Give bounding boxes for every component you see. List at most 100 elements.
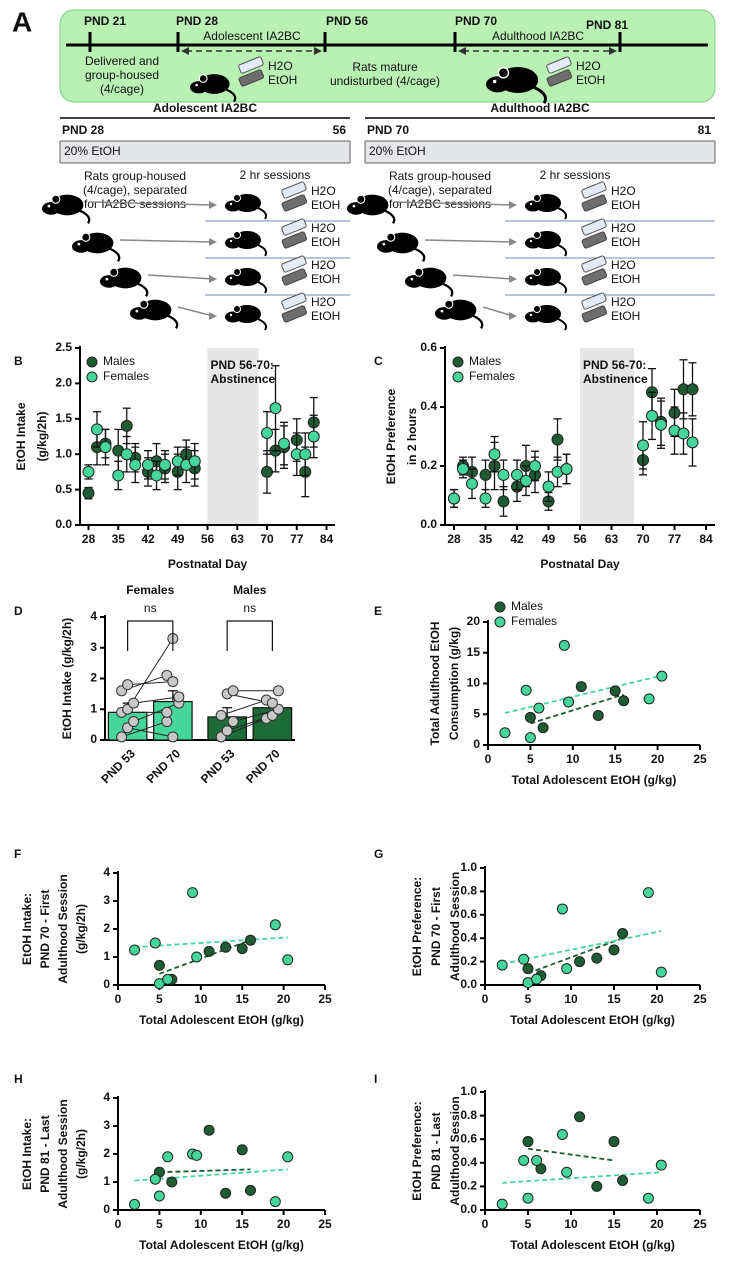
phase-label: Adolescent IA2BC bbox=[203, 29, 301, 43]
rat-eye bbox=[410, 277, 414, 281]
y-axis-label: PND 81 - Last bbox=[429, 1112, 443, 1189]
bottle-ethanol bbox=[546, 69, 573, 87]
panel-label: D bbox=[14, 604, 23, 618]
y-axis-label: Adulthood Session bbox=[56, 1099, 70, 1208]
rat-eye bbox=[529, 313, 533, 317]
x-tick-label: 25 bbox=[693, 752, 707, 766]
rat-eye bbox=[47, 204, 51, 208]
data-point bbox=[153, 959, 165, 971]
rat-head bbox=[486, 76, 510, 93]
rat-icon bbox=[377, 232, 426, 263]
rat-tail bbox=[257, 244, 268, 257]
data-point bbox=[159, 458, 171, 471]
data-point bbox=[617, 1175, 629, 1186]
rat-head bbox=[225, 237, 241, 249]
data-point bbox=[129, 1198, 141, 1210]
data-point bbox=[120, 419, 133, 432]
y-tick-label: 4 bbox=[103, 865, 110, 879]
rat-eye bbox=[105, 277, 109, 281]
bottle-label: EtOH bbox=[268, 73, 297, 87]
rat-tail bbox=[557, 281, 568, 294]
rat-eye bbox=[229, 239, 233, 243]
x-tick-label: 10 bbox=[194, 1217, 208, 1231]
x-tick-label: 5 bbox=[156, 1217, 163, 1231]
y-tick-label: 3 bbox=[103, 1118, 110, 1132]
y-tick-label: 2.0 bbox=[55, 376, 72, 390]
rat-icon bbox=[405, 267, 454, 298]
subject-point bbox=[128, 697, 140, 709]
data-point bbox=[655, 1159, 667, 1171]
data-point bbox=[643, 693, 655, 705]
rat-head bbox=[100, 275, 119, 288]
x-tick-label: PND 70 bbox=[144, 746, 184, 786]
data-point bbox=[187, 887, 199, 899]
subject-point bbox=[122, 679, 134, 691]
x-axis-label: Total Adolescent EtOH (g/kg) bbox=[139, 1013, 304, 1027]
data-point bbox=[244, 934, 256, 946]
data-point bbox=[574, 1111, 586, 1123]
timeline-note: Delivered and bbox=[85, 54, 159, 68]
solution-label: 20% EtOH bbox=[64, 144, 121, 158]
y-tick-label: 15 bbox=[467, 645, 481, 659]
group-label: Females bbox=[126, 583, 174, 597]
bottle-ethanol bbox=[281, 194, 308, 212]
y-tick-label: 3 bbox=[90, 640, 97, 654]
data-point bbox=[531, 1154, 543, 1166]
data-point bbox=[162, 973, 174, 985]
rat-head bbox=[525, 200, 541, 212]
rat-head bbox=[130, 307, 149, 320]
data-point bbox=[556, 903, 568, 915]
y-axis-label: EtOH Intake: bbox=[20, 1118, 34, 1190]
data-point bbox=[518, 953, 530, 965]
arrow-head bbox=[209, 201, 217, 209]
housing-note: Rats group-housed bbox=[389, 169, 491, 183]
bottle-water bbox=[581, 255, 607, 273]
data-point bbox=[149, 1173, 161, 1185]
data-point bbox=[153, 1190, 165, 1202]
bottle-water bbox=[281, 181, 307, 199]
rat-ear bbox=[533, 194, 541, 202]
arrow bbox=[147, 274, 214, 280]
significance-bracket bbox=[127, 620, 174, 651]
housing-note: for IA2BC sessions bbox=[389, 197, 491, 211]
y-tick-label: 5 bbox=[473, 706, 480, 720]
data-point bbox=[563, 696, 575, 708]
annotation: Abstinence bbox=[211, 372, 276, 386]
x-tick-label: 0 bbox=[115, 992, 122, 1006]
panel-label: E bbox=[374, 604, 382, 618]
x-tick-label: 15 bbox=[236, 992, 250, 1006]
data-point bbox=[91, 423, 103, 436]
x-tick-label: 10 bbox=[194, 992, 208, 1006]
x-tick-label: 10 bbox=[566, 752, 580, 766]
x-tick-label: 10 bbox=[564, 992, 578, 1006]
x-tick-label: PND 70 bbox=[243, 746, 283, 786]
x-tick-label: 25 bbox=[318, 992, 332, 1006]
bottle-label: EtOH bbox=[311, 272, 340, 286]
rat-eye bbox=[77, 242, 81, 246]
subject-point bbox=[215, 709, 227, 721]
x-tick-label: 84 bbox=[320, 532, 334, 546]
arrow-head bbox=[314, 47, 322, 55]
y-tick-label: 0.6 bbox=[420, 340, 437, 354]
data-point bbox=[457, 462, 469, 475]
y-tick-label: 1.5 bbox=[55, 411, 72, 425]
timeline-label: PND 21 bbox=[84, 14, 126, 28]
x-tick-label: 25 bbox=[693, 1217, 707, 1231]
rat-eye bbox=[529, 202, 533, 206]
data-point bbox=[551, 433, 564, 446]
data-point bbox=[520, 684, 532, 696]
bottle-label: H2O bbox=[611, 295, 636, 309]
bottle-label: H2O bbox=[311, 258, 336, 272]
rat-head bbox=[190, 81, 208, 94]
arrow-head bbox=[209, 275, 217, 283]
pair-line bbox=[127, 727, 173, 738]
data-point bbox=[203, 1124, 215, 1136]
pair-line bbox=[121, 721, 168, 738]
legend-label: Females bbox=[103, 369, 149, 383]
data-point bbox=[282, 954, 294, 966]
y-axis-label: EtOH Intake (g/kg/2h) bbox=[60, 618, 74, 739]
y-tick-label: 10 bbox=[467, 676, 481, 690]
y-axis-label: EtOH Preference bbox=[384, 388, 398, 484]
y-axis-label: PND 81 - Last bbox=[38, 1115, 52, 1192]
rat-icon bbox=[225, 231, 268, 257]
